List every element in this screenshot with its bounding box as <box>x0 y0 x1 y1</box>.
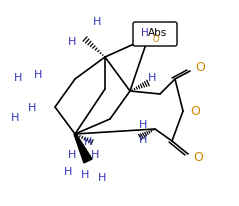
Text: H: H <box>93 17 101 27</box>
Text: O: O <box>190 105 200 118</box>
Text: H: H <box>139 119 147 129</box>
Text: H: H <box>139 134 147 144</box>
Text: H: H <box>34 70 42 80</box>
Text: H: H <box>64 166 72 176</box>
Polygon shape <box>74 134 92 163</box>
Text: H: H <box>28 103 36 112</box>
Text: H: H <box>141 28 149 38</box>
Text: H: H <box>14 73 22 83</box>
Text: H: H <box>68 149 76 159</box>
Text: H: H <box>98 172 106 182</box>
Text: H: H <box>148 73 156 83</box>
Text: O: O <box>195 61 205 74</box>
Text: H: H <box>11 112 19 122</box>
Text: H: H <box>84 136 92 146</box>
FancyBboxPatch shape <box>133 23 177 47</box>
Text: H: H <box>68 37 76 47</box>
Text: Abs: Abs <box>148 28 167 38</box>
Text: H: H <box>91 149 99 159</box>
Text: O: O <box>193 151 203 164</box>
Text: O: O <box>153 35 160 44</box>
Text: H: H <box>81 169 89 179</box>
